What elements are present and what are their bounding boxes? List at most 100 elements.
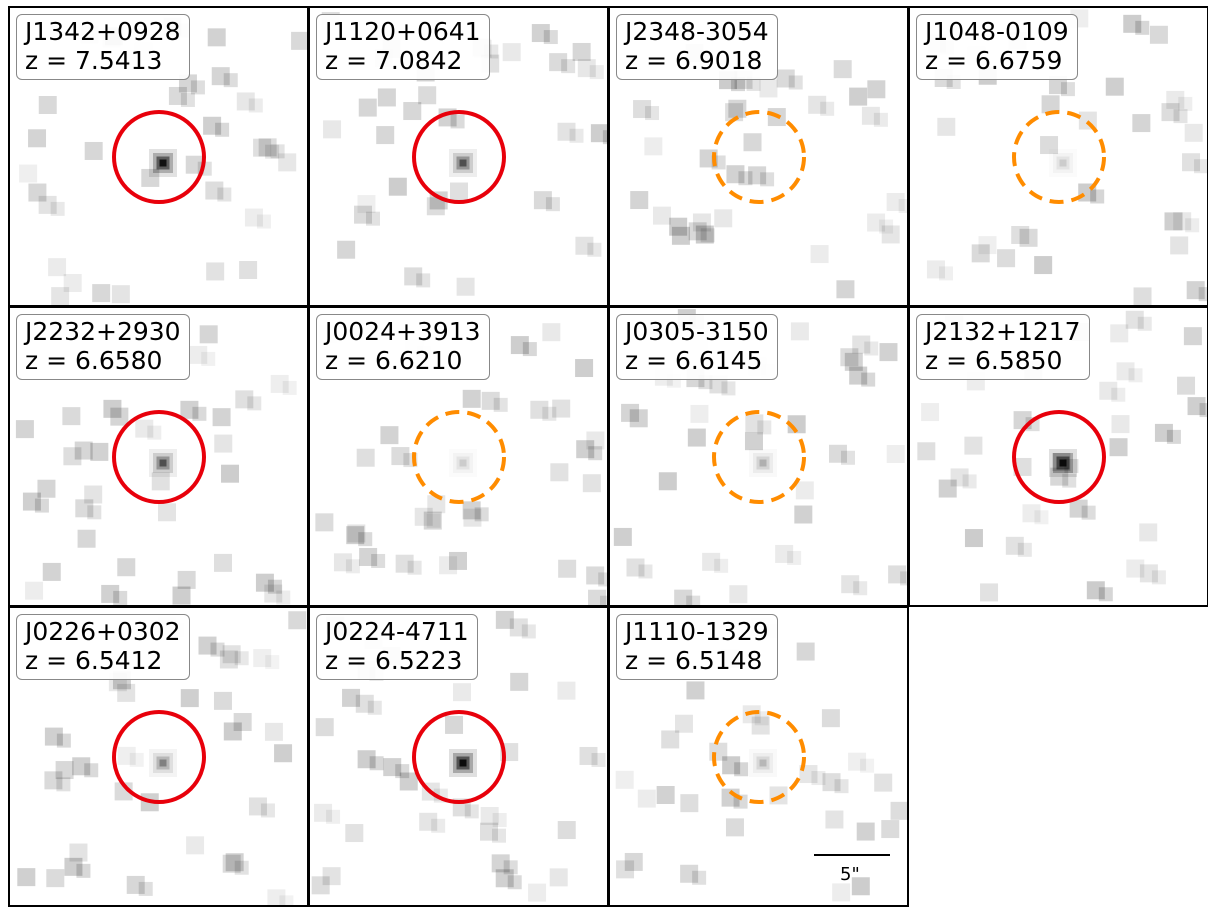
noise-speckle (177, 570, 196, 589)
noise-speckle (359, 547, 378, 566)
noise-speckle (569, 128, 584, 143)
noise-speckle (1161, 103, 1180, 122)
noise-speckle (840, 450, 855, 465)
noise-speckle (589, 65, 604, 80)
noise-speckle (549, 53, 568, 72)
noise-speckle (1198, 287, 1207, 302)
noise-speckle (315, 513, 334, 532)
noise-speckle (980, 583, 999, 602)
quasar-label-box: J1342+0928 z = 7.5413 (16, 14, 190, 80)
noise-speckle (38, 195, 57, 214)
noise-speckle (978, 236, 997, 255)
noise-speckle (371, 553, 386, 568)
noise-speckle (898, 199, 907, 214)
noise-speckle (44, 727, 63, 746)
noise-speckle (1081, 505, 1096, 520)
noise-speckle (964, 529, 983, 548)
noise-speckle (888, 565, 907, 584)
noise-speckle (669, 217, 688, 236)
noise-speckle (15, 420, 34, 439)
noise-speckle (1166, 429, 1181, 444)
noise-speckle (1128, 368, 1143, 383)
noise-speckle (1111, 387, 1126, 402)
noise-speckle (890, 801, 907, 820)
noise-speckle (851, 877, 870, 896)
noise-speckle (674, 714, 693, 733)
noise-speckle (253, 138, 272, 157)
tentative-detection-circle (712, 110, 806, 204)
noise-speckle (493, 397, 508, 412)
quasar-label-box: J2232+2930 z = 6.6580 (16, 314, 190, 380)
noise-speckle (449, 182, 468, 201)
noise-speckle (1170, 236, 1189, 255)
noise-speckle (211, 67, 230, 86)
noise-speckle (542, 323, 561, 342)
noise-speckle (886, 193, 905, 212)
quasar-redshift: z = 6.6759 (925, 46, 1063, 75)
noise-speckle (74, 441, 93, 460)
quasar-cutout-panel: J1048-0109 z = 6.6759 (908, 6, 1208, 307)
noise-speckle (714, 558, 729, 573)
noise-speckle (480, 807, 499, 826)
noise-speckle (28, 129, 47, 148)
noise-speckle (1139, 564, 1158, 583)
sky-image (15, 325, 297, 605)
scale-bar-label: 5" (840, 864, 860, 885)
quasar-label-box: J1110-1329 z = 6.5148 (616, 614, 778, 680)
noise-speckle (886, 445, 905, 464)
noise-speckle (867, 80, 886, 99)
central-source (156, 756, 170, 770)
noise-speckle (630, 191, 649, 210)
noise-speckle (244, 208, 263, 227)
noise-speckle (1017, 542, 1032, 557)
quasar-redshift: z = 7.0842 (325, 46, 463, 75)
sky-image (613, 309, 907, 605)
noise-speckle (357, 195, 376, 214)
noise-speckle (17, 868, 36, 887)
noise-speckle (267, 579, 282, 594)
noise-speckle (738, 171, 753, 186)
noise-speckle (203, 116, 222, 135)
central-source (1059, 159, 1067, 167)
noise-speckle (445, 715, 464, 734)
noise-speckle (180, 92, 195, 107)
noise-speckle (279, 895, 294, 905)
noise-speckle (962, 474, 977, 489)
noise-speckle (674, 589, 693, 605)
quasar-name: J0305-3150 (625, 317, 769, 346)
tentative-detection-circle (712, 710, 806, 804)
scale-bar-line (814, 854, 890, 856)
quasar-name: J0024+3913 (325, 317, 481, 346)
noise-speckle (1098, 587, 1113, 602)
noise-speckle (638, 564, 653, 579)
noise-speckle (616, 860, 635, 879)
quasar-name: J1120+0641 (325, 17, 481, 46)
noise-speckle (937, 117, 956, 136)
quasar-label-box: J0305-3150 z = 6.6145 (616, 314, 778, 380)
noise-speckle (347, 524, 366, 543)
central-source (759, 459, 767, 467)
noise-speckle (157, 503, 176, 522)
quasar-redshift: z = 6.9018 (625, 46, 763, 75)
noise-speckle (874, 773, 893, 792)
noise-speckle (811, 771, 826, 786)
quasar-label-box: J2132+1217 z = 6.5850 (916, 314, 1090, 380)
noise-speckle (1116, 362, 1135, 381)
noise-speckle (686, 595, 701, 605)
noise-speckle (383, 758, 402, 777)
central-source (153, 753, 173, 773)
noise-speckle (1123, 14, 1142, 33)
noise-speckle (291, 31, 307, 50)
noise-speckle (1132, 114, 1151, 133)
noise-speckle (92, 284, 111, 303)
noise-speckle (591, 752, 606, 767)
noise-speckle (1005, 536, 1024, 555)
noise-speckle (1173, 212, 1192, 231)
noise-speckle (760, 172, 775, 187)
noise-speckle (337, 240, 356, 259)
noise-speckle (542, 406, 557, 421)
noise-speckle (247, 396, 262, 411)
central-source (459, 759, 467, 767)
noise-speckle (450, 114, 465, 129)
noise-speckle (223, 73, 238, 88)
